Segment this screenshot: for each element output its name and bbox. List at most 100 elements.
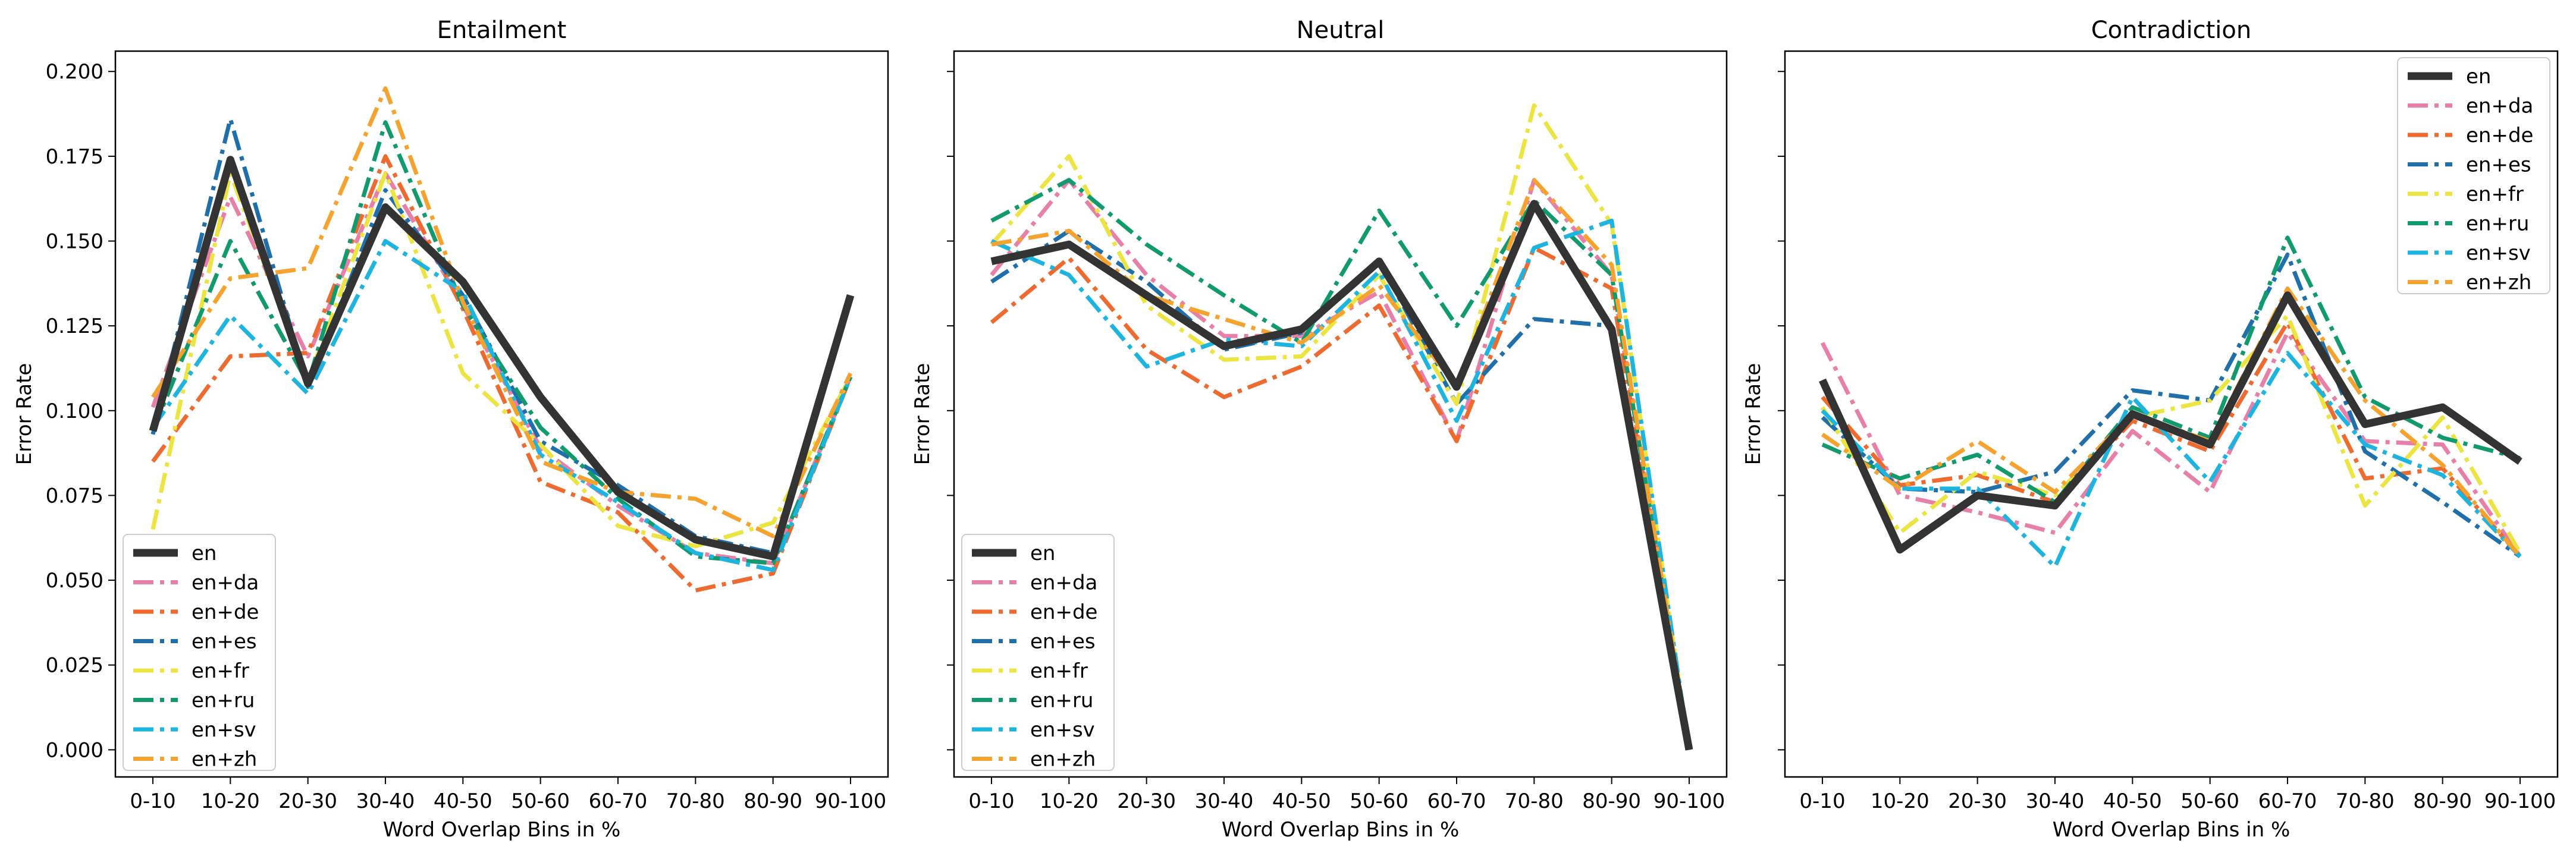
series-line-en xyxy=(149,156,855,561)
series-line-en-ru xyxy=(150,120,853,565)
legend-label: en+es xyxy=(192,630,257,654)
legend: en en+da en+de en+es en+fr en+ru en+sv en+zh xyxy=(2397,57,2550,295)
plot-frame xyxy=(1784,50,2559,778)
legend-box xyxy=(961,534,1115,771)
x-tick-label: 20-30 xyxy=(1948,789,2007,813)
x-tick-label: 80-90 xyxy=(2413,789,2472,813)
x-tick-label: 30-40 xyxy=(1195,789,1254,813)
series-line-en-zh xyxy=(151,86,853,539)
legend-label: en+fr xyxy=(192,659,249,683)
y-tick-label: 0.125 xyxy=(46,314,103,338)
legend-label: en+zh xyxy=(2466,271,2531,295)
x-tick-label: 90-100 xyxy=(815,789,886,813)
legend-label: en+fr xyxy=(2466,182,2524,206)
y-tick-label: 0.175 xyxy=(46,145,103,169)
panel-neutral: Neutral 0-10 10-20 20-30 30-40 40-50 50-60 60-7… xyxy=(911,17,1728,842)
series-line-en-ru xyxy=(990,178,1692,750)
x-tick-label: 80-90 xyxy=(743,789,802,813)
legend-label: en+sv xyxy=(2466,241,2531,265)
legend-label: en+sv xyxy=(1030,718,1095,742)
y-axis-label: Error Rate xyxy=(12,363,36,465)
y-tick-label: 0.100 xyxy=(46,399,103,423)
legend-label: en+da xyxy=(1030,571,1097,595)
x-tick-label: 40-50 xyxy=(1272,789,1331,813)
x-tick-label: 70-80 xyxy=(666,789,725,813)
legend-label: en+da xyxy=(192,571,259,595)
x-tick-label: 10-20 xyxy=(1871,789,1929,813)
x-tick-label: 20-30 xyxy=(278,789,337,813)
series-line-en-sv xyxy=(151,239,853,572)
series-line-en-sv xyxy=(990,218,1692,750)
x-tick-label: 50-60 xyxy=(1350,789,1408,813)
y-axis-label: Error Rate xyxy=(911,363,934,465)
legend-box xyxy=(123,534,276,771)
x-tick-label: 0-10 xyxy=(130,789,175,813)
legend: en en+da en+de en+es en+fr en+ru en+sv en+zh xyxy=(123,534,276,772)
legend-label: en+ru xyxy=(2466,212,2529,236)
series-line-en-de xyxy=(1821,320,2522,558)
legend-label: en xyxy=(1030,542,1055,565)
y-tick-label: 0.025 xyxy=(46,654,103,678)
legend-label: en+es xyxy=(2466,153,2531,177)
plot-frame xyxy=(953,50,1728,778)
legend-label: en+de xyxy=(2466,124,2533,147)
y-tick-label: 0.200 xyxy=(46,60,103,84)
legend-label: en+de xyxy=(192,600,259,624)
legend-label: en+es xyxy=(1030,630,1096,654)
panel-entailment: Entailment 0.000 0.025 0.050 0.075 0.100 0.125… xyxy=(12,17,889,842)
panel-title: Entailment xyxy=(437,17,567,44)
series-line-en-fr xyxy=(150,171,853,549)
x-tick-label: 10-20 xyxy=(201,789,260,813)
legend-label: en+de xyxy=(1030,600,1097,624)
legend-label: en+zh xyxy=(192,748,257,772)
x-tick-label: 60-70 xyxy=(589,789,648,813)
legend-label: en+ru xyxy=(192,689,255,713)
x-tick-label: 90-100 xyxy=(1653,789,1725,813)
series-line-en-fr xyxy=(1821,313,2522,555)
x-tick-label: 40-50 xyxy=(434,789,492,813)
plot-frame xyxy=(114,50,889,778)
series-line-en-zh xyxy=(991,178,1692,750)
x-tick-label: 70-80 xyxy=(2336,789,2395,813)
y-tick-label: 0.050 xyxy=(46,569,103,593)
x-tick-label: 0-10 xyxy=(1799,789,1845,813)
panel-title: Contradiction xyxy=(2091,17,2252,44)
x-tick-label: 0-10 xyxy=(968,789,1014,813)
legend-label: en xyxy=(2466,65,2491,89)
legend-box xyxy=(2397,57,2550,294)
x-tick-label: 60-70 xyxy=(2258,789,2317,813)
x-axis-label: Word Overlap Bins in % xyxy=(1222,818,1460,842)
legend-label: en+sv xyxy=(192,718,256,742)
legend-label: en+zh xyxy=(1030,748,1096,772)
x-tick-label: 30-40 xyxy=(2026,789,2085,813)
panel-title: Neutral xyxy=(1297,17,1385,44)
x-tick-label: 50-60 xyxy=(2180,789,2239,813)
legend-label: en+fr xyxy=(1030,659,1088,683)
legend-label: en xyxy=(192,542,217,565)
x-tick-label: 30-40 xyxy=(356,789,415,813)
x-tick-label: 50-60 xyxy=(511,789,570,813)
x-tick-label: 40-50 xyxy=(2103,789,2162,813)
series-line-en-sv xyxy=(1821,351,2522,569)
y-tick-label: 0.150 xyxy=(46,230,103,254)
series-line-en xyxy=(1819,291,2522,554)
panel-contradiction: Contradiction 0-10 10-20 20-30 30-40 40-50 50-… xyxy=(1742,17,2559,842)
x-axis-label: Word Overlap Bins in % xyxy=(383,818,621,842)
legend-label: en+da xyxy=(2466,95,2533,118)
y-tick-label: 0.000 xyxy=(46,738,103,762)
series-line-en-es xyxy=(1821,252,2522,558)
x-tick-label: 10-20 xyxy=(1040,789,1099,813)
x-tick-label: 80-90 xyxy=(1582,789,1641,813)
legend-label: en+ru xyxy=(1030,689,1093,713)
x-tick-label: 70-80 xyxy=(1505,789,1564,813)
x-tick-label: 60-70 xyxy=(1427,789,1486,813)
x-axis-label: Word Overlap Bins in % xyxy=(2053,818,2291,842)
series-line-en xyxy=(990,200,1693,751)
series-line-en-da xyxy=(1820,331,2522,558)
x-tick-label: 20-30 xyxy=(1117,789,1176,813)
y-tick-label: 0.075 xyxy=(46,484,103,508)
legend: en en+da en+de en+es en+fr en+ru en+sv en+zh xyxy=(961,534,1115,772)
y-axis-label: Error Rate xyxy=(1742,363,1765,465)
x-tick-label: 90-100 xyxy=(2484,789,2556,813)
